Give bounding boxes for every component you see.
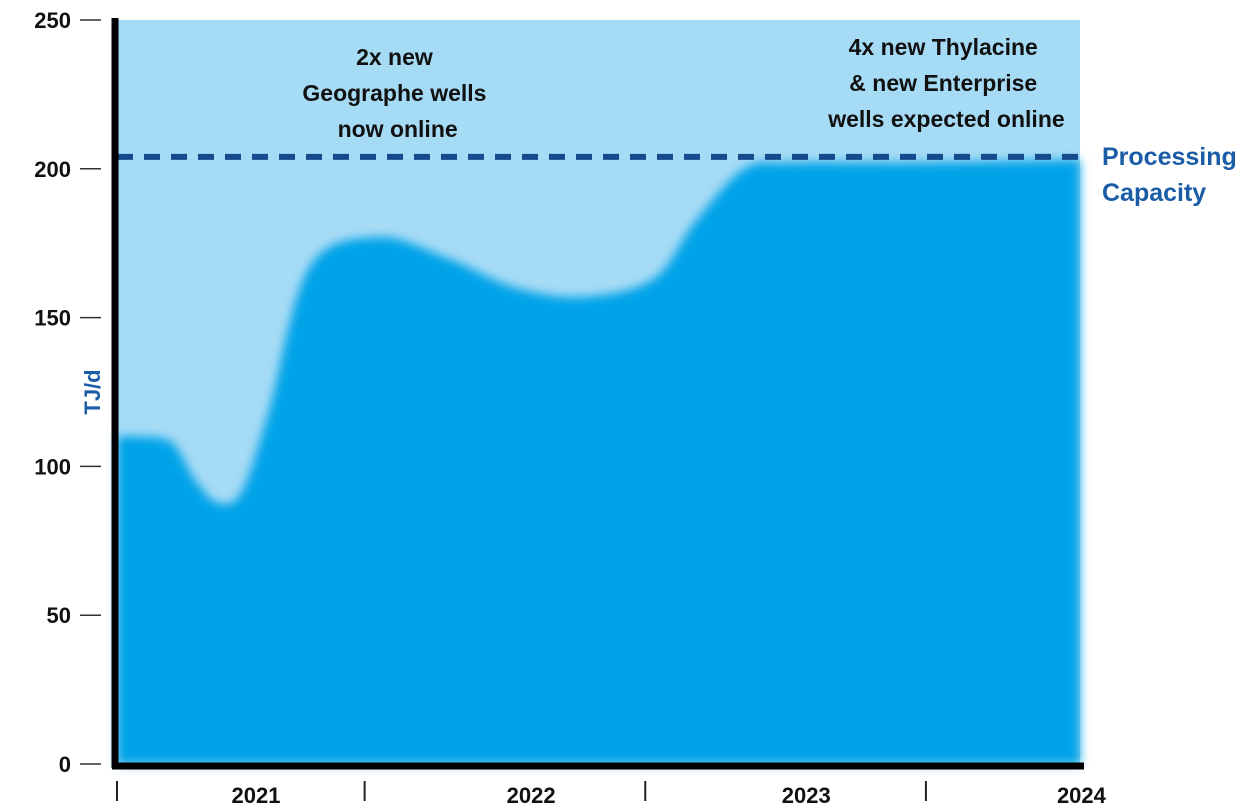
y-axis-label: TJ/d bbox=[80, 369, 105, 414]
y-tick-label: 100 bbox=[34, 454, 71, 479]
annotation-geographe-line1: 2x new bbox=[356, 44, 433, 70]
y-tick-label: 0 bbox=[59, 752, 71, 777]
year-label: 2021 bbox=[232, 783, 281, 806]
x-axis-ticks: 2021 2022 2023 2024 bbox=[116, 781, 1107, 806]
processing-capacity-label: Processing Capacity bbox=[1102, 143, 1244, 207]
processing-capacity-label-line2: Capacity bbox=[1102, 179, 1206, 207]
year-label: 2024 bbox=[1057, 783, 1107, 806]
annotation-thylacine-enterprise: 4x new Thylacine & new Enterprise wells … bbox=[827, 34, 1064, 132]
annotation-thylacine-line3: wells expected online bbox=[827, 106, 1064, 132]
y-tick-label: 250 bbox=[34, 8, 71, 33]
annotation-geographe: 2x new Geographe wells now online bbox=[302, 44, 492, 142]
year-label: 2022 bbox=[507, 783, 556, 806]
processing-capacity-label-line1: Processing bbox=[1102, 143, 1237, 171]
y-axis-ticks: 0 50 100 150 200 250 bbox=[34, 8, 101, 777]
y-tick-label: 50 bbox=[47, 603, 71, 628]
year-label: 2023 bbox=[782, 783, 831, 806]
production-area bbox=[117, 159, 1080, 764]
annotation-thylacine-line2: & new Enterprise bbox=[849, 70, 1037, 96]
y-tick-label: 200 bbox=[34, 157, 71, 182]
y-tick-label: 150 bbox=[34, 306, 71, 331]
annotation-geographe-line3: now online bbox=[338, 116, 458, 142]
annotation-geographe-line2: Geographe wells bbox=[302, 80, 486, 106]
annotation-thylacine-line1: 4x new Thylacine bbox=[849, 34, 1038, 60]
